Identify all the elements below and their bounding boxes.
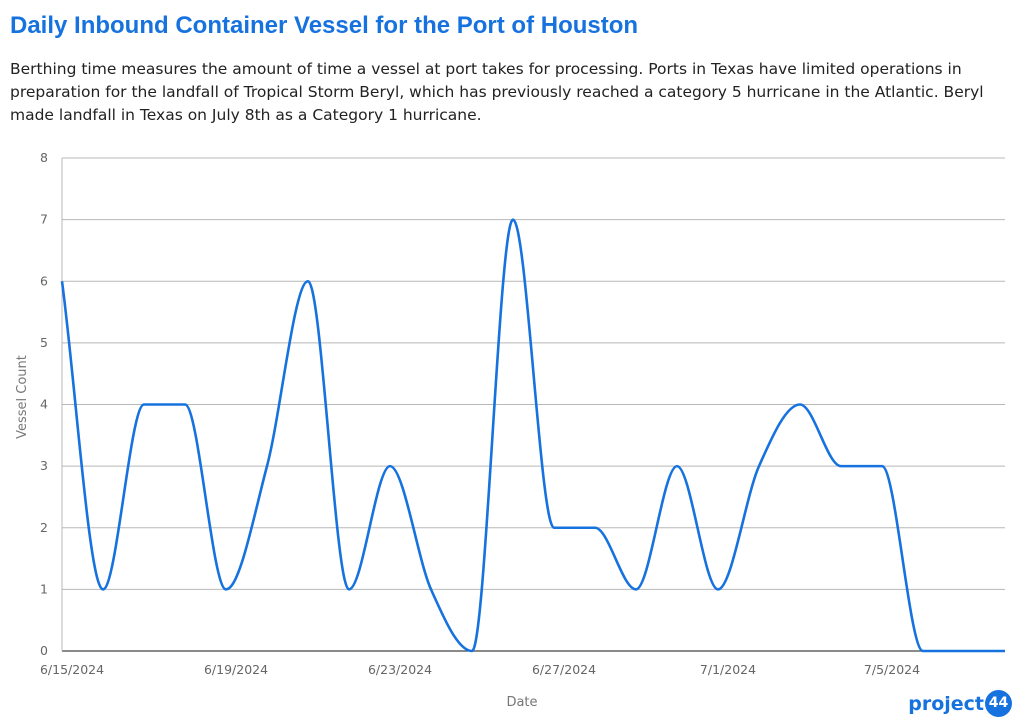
- series-line-0: [60, 218, 1005, 653]
- y-tick-label: 3: [40, 458, 48, 473]
- y-tick-label: 5: [40, 335, 48, 350]
- data-point: [714, 585, 722, 593]
- data-point: [878, 462, 886, 470]
- y-tick-label: 1: [40, 581, 48, 596]
- series-group: [58, 216, 1009, 655]
- x-axis-label: Date: [506, 695, 537, 710]
- y-axis-ticks: 0 1 2 3 4 5 6 7 8: [40, 150, 48, 658]
- data-point: [99, 585, 107, 593]
- x-axis-ticks: 6/15/2024 6/19/2024 6/23/2024 6/27/2024 7/1/…: [40, 662, 920, 677]
- data-point: [140, 401, 148, 409]
- x-tick-label: 7/5/2024: [864, 662, 920, 677]
- data-point: [222, 585, 230, 593]
- data-point: [427, 585, 435, 593]
- y-tick-label: 2: [40, 520, 48, 535]
- x-tick-label: 6/23/2024: [368, 662, 432, 677]
- data-point: [837, 462, 845, 470]
- y-tick-label: 8: [40, 150, 48, 165]
- data-point: [919, 647, 927, 655]
- data-point: [796, 401, 804, 409]
- data-point: [304, 277, 312, 285]
- x-tick-label: 7/1/2024: [700, 662, 756, 677]
- data-point: [345, 585, 353, 593]
- data-point: [263, 462, 271, 470]
- data-point: [673, 462, 681, 470]
- data-point: [181, 401, 189, 409]
- data-point: [960, 647, 968, 655]
- project44-logo: project 44: [908, 690, 1012, 717]
- x-tick-label: 6/27/2024: [532, 662, 596, 677]
- data-point: [632, 585, 640, 593]
- y-axis-label: Vessel Count: [15, 355, 30, 439]
- y-tick-label: 4: [40, 397, 48, 412]
- gridlines: [61, 157, 1005, 652]
- data-point: [468, 647, 476, 655]
- data-point: [509, 216, 517, 224]
- chart-title: Daily Inbound Container Vessel for the P…: [10, 12, 639, 39]
- y-tick-label: 6: [40, 273, 48, 288]
- logo-text: project: [908, 692, 984, 715]
- x-tick-label: 6/19/2024: [204, 662, 268, 677]
- data-point: [386, 462, 394, 470]
- x-tick-label: 6/15/2024: [40, 662, 104, 677]
- data-point: [591, 524, 599, 532]
- y-tick-label: 0: [40, 643, 48, 658]
- chart-subtitle: Berthing time measures the amount of tim…: [10, 60, 984, 124]
- data-point: [550, 524, 558, 532]
- data-point: [755, 462, 763, 470]
- logo-badge: 44: [985, 690, 1012, 717]
- y-tick-label: 7: [40, 212, 48, 227]
- data-point: [58, 277, 66, 285]
- data-point: [1001, 647, 1009, 655]
